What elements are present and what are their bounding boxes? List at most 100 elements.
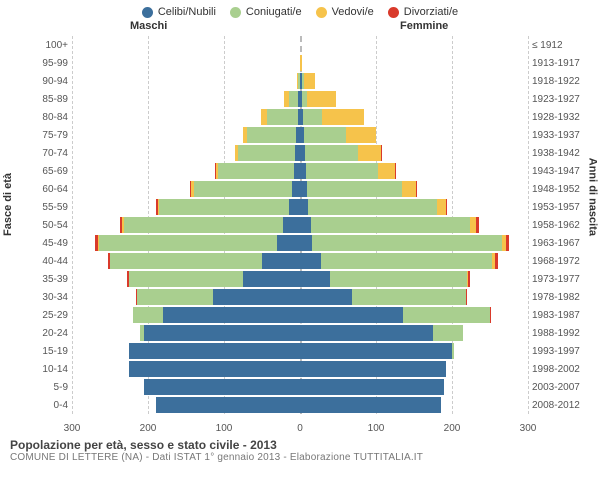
segment-divorced (490, 307, 491, 323)
segment-married (194, 181, 293, 197)
legend-swatch (230, 7, 241, 18)
bar-male (72, 199, 300, 215)
legend-swatch (142, 7, 153, 18)
segment-widowed (307, 91, 336, 107)
bar-female (300, 325, 528, 341)
bar-male (72, 163, 300, 179)
bar-female (300, 163, 528, 179)
segment-single (300, 397, 441, 413)
bar-row (72, 289, 528, 305)
segment-single (163, 307, 300, 323)
bar-row (72, 181, 528, 197)
x-tick: 200 (140, 423, 157, 434)
header-male: Maschi (130, 20, 167, 32)
birth-year-label: 1978-1982 (532, 288, 580, 307)
bar-row (72, 343, 528, 359)
bar-female (300, 343, 528, 359)
segment-single (300, 379, 444, 395)
birth-year-label: 2003-2007 (532, 378, 580, 397)
age-label: 75-79 (20, 126, 68, 145)
age-label: 90-94 (20, 72, 68, 91)
bar-row (72, 307, 528, 323)
segment-married (304, 127, 346, 143)
segment-married (159, 199, 288, 215)
bar-male (72, 217, 300, 233)
bar-female (300, 397, 528, 413)
bar-male (72, 325, 300, 341)
segment-single (144, 325, 300, 341)
age-label: 95-99 (20, 54, 68, 73)
caption-title: Popolazione per età, sesso e stato civil… (10, 438, 590, 452)
segment-single (129, 361, 300, 377)
legend-label: Divorziati/e (404, 6, 458, 18)
segment-married (267, 109, 297, 125)
segment-widowed (322, 109, 364, 125)
segment-married (124, 217, 284, 233)
bars-area (72, 36, 528, 414)
bar-row (72, 91, 528, 107)
segment-single (300, 343, 452, 359)
segment-married (352, 289, 466, 305)
segment-single (300, 271, 330, 287)
segment-married (403, 307, 490, 323)
birth-year-label: 1953-1957 (532, 198, 580, 217)
bar-row (72, 163, 528, 179)
bar-male (72, 145, 300, 161)
age-label: 100+ (20, 36, 68, 55)
bar-row (72, 217, 528, 233)
segment-single (300, 307, 403, 323)
segment-married (129, 271, 243, 287)
segment-divorced (416, 181, 418, 197)
segment-married (312, 235, 502, 251)
bar-row (72, 325, 528, 341)
bar-male (72, 55, 300, 71)
age-label: 85-89 (20, 90, 68, 109)
bar-row (72, 109, 528, 125)
age-label: 65-69 (20, 162, 68, 181)
bar-row (72, 361, 528, 377)
segment-single (277, 235, 300, 251)
segment-divorced (495, 253, 498, 269)
segment-widowed (358, 145, 381, 161)
segment-married (247, 127, 296, 143)
bar-female (300, 361, 528, 377)
population-pyramid-chart: Celibi/NubiliConiugati/eVedovi/eDivorzia… (0, 0, 600, 500)
legend-label: Vedovi/e (332, 6, 374, 18)
segment-single (300, 325, 433, 341)
segment-single (300, 181, 307, 197)
birth-year-label: ≤ 1912 (532, 36, 580, 55)
x-axis: 3002001000100200300 (72, 416, 528, 434)
bar-female (300, 271, 528, 287)
segment-married (452, 343, 454, 359)
segment-single (156, 397, 300, 413)
segment-widowed (437, 199, 446, 215)
bar-male (72, 397, 300, 413)
bar-male (72, 181, 300, 197)
bar-female (300, 37, 528, 53)
segment-married (433, 325, 463, 341)
age-label: 80-84 (20, 108, 68, 127)
x-tick: 300 (520, 423, 537, 434)
age-label: 40-44 (20, 252, 68, 271)
bar-row (72, 37, 528, 53)
segment-married (321, 253, 492, 269)
bar-male (72, 253, 300, 269)
segment-widowed (402, 181, 416, 197)
plot-area: Fasce di età Anni di nascita 100+95-9990… (0, 36, 600, 434)
segment-divorced (476, 217, 478, 233)
bar-row (72, 145, 528, 161)
segment-single (300, 289, 352, 305)
bar-male (72, 37, 300, 53)
bar-row (72, 127, 528, 143)
bar-male (72, 271, 300, 287)
birth-year-label: 1938-1942 (532, 144, 580, 163)
legend-label: Coniugati/e (246, 6, 302, 18)
segment-married (305, 145, 358, 161)
age-label: 5-9 (20, 378, 68, 397)
age-label: 45-49 (20, 234, 68, 253)
header-female: Femmine (400, 20, 448, 32)
segment-married (330, 271, 467, 287)
bar-female (300, 127, 528, 143)
bar-female (300, 253, 528, 269)
segment-divorced (466, 289, 468, 305)
